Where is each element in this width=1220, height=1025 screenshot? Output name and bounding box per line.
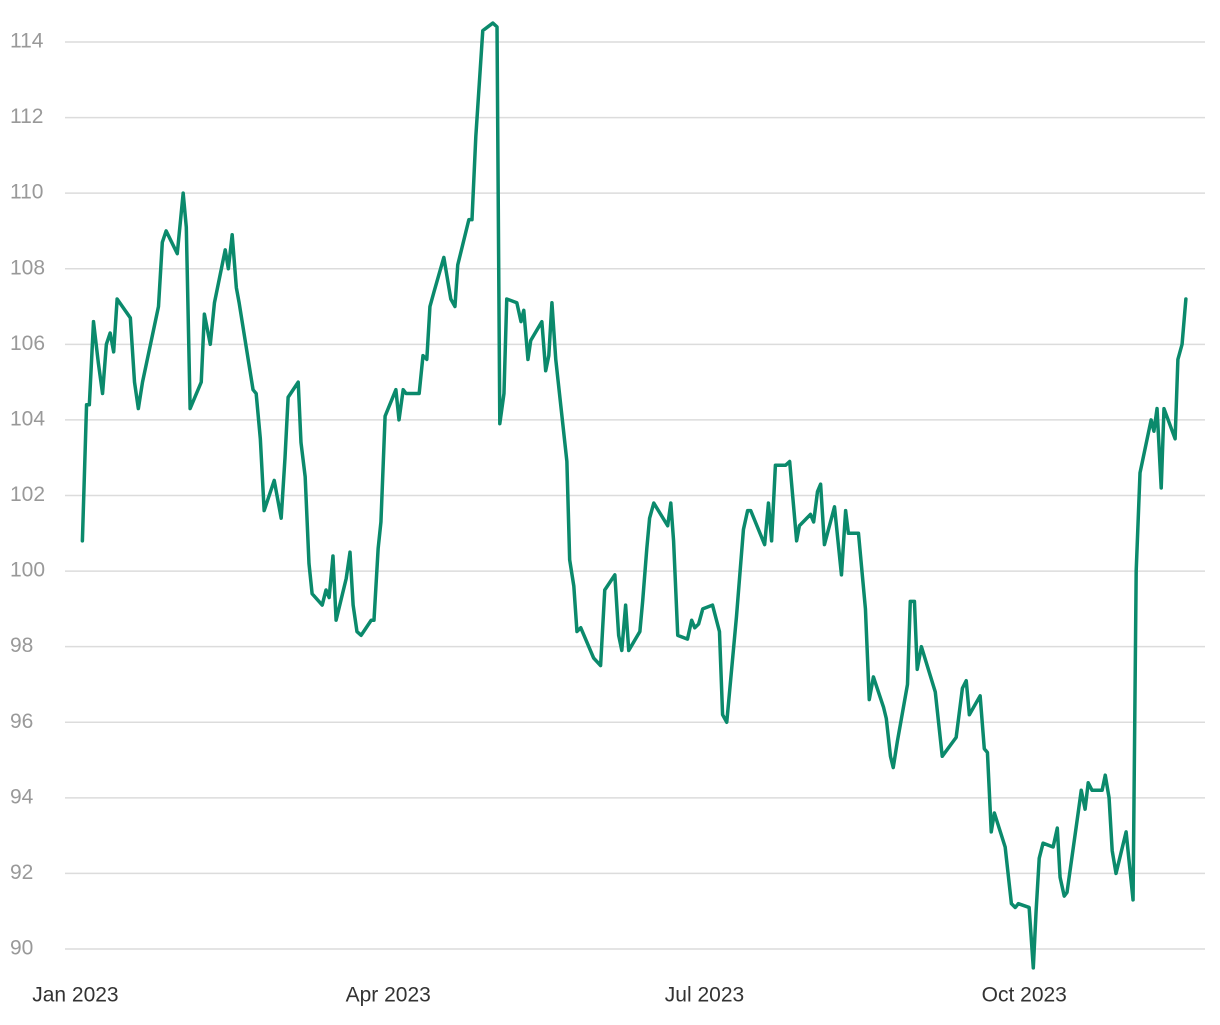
data-line [80,21,1188,970]
y-tick-label: 90 [10,937,33,960]
y-tick-label: 100 [10,559,45,582]
x-tick-label: Apr 2023 [346,984,431,1007]
y-tick-label: 112 [10,105,43,128]
y-tick-label: 98 [10,634,33,657]
x-tick-label: Jul 2023 [665,984,744,1007]
x-tick-label: Jan 2023 [32,984,118,1007]
y-tick-label: 110 [10,181,43,204]
y-tick-label: 96 [10,710,33,733]
x-tick-label: Oct 2023 [982,984,1067,1007]
y-tick-label: 106 [10,332,45,355]
y-tick-label: 114 [10,30,44,53]
y-tick-label: 94 [10,785,34,808]
y-tick-label: 108 [10,256,45,279]
y-tick-label: 104 [10,407,45,430]
y-tick-label: 102 [10,483,45,506]
y-tick-label: 92 [10,861,33,884]
